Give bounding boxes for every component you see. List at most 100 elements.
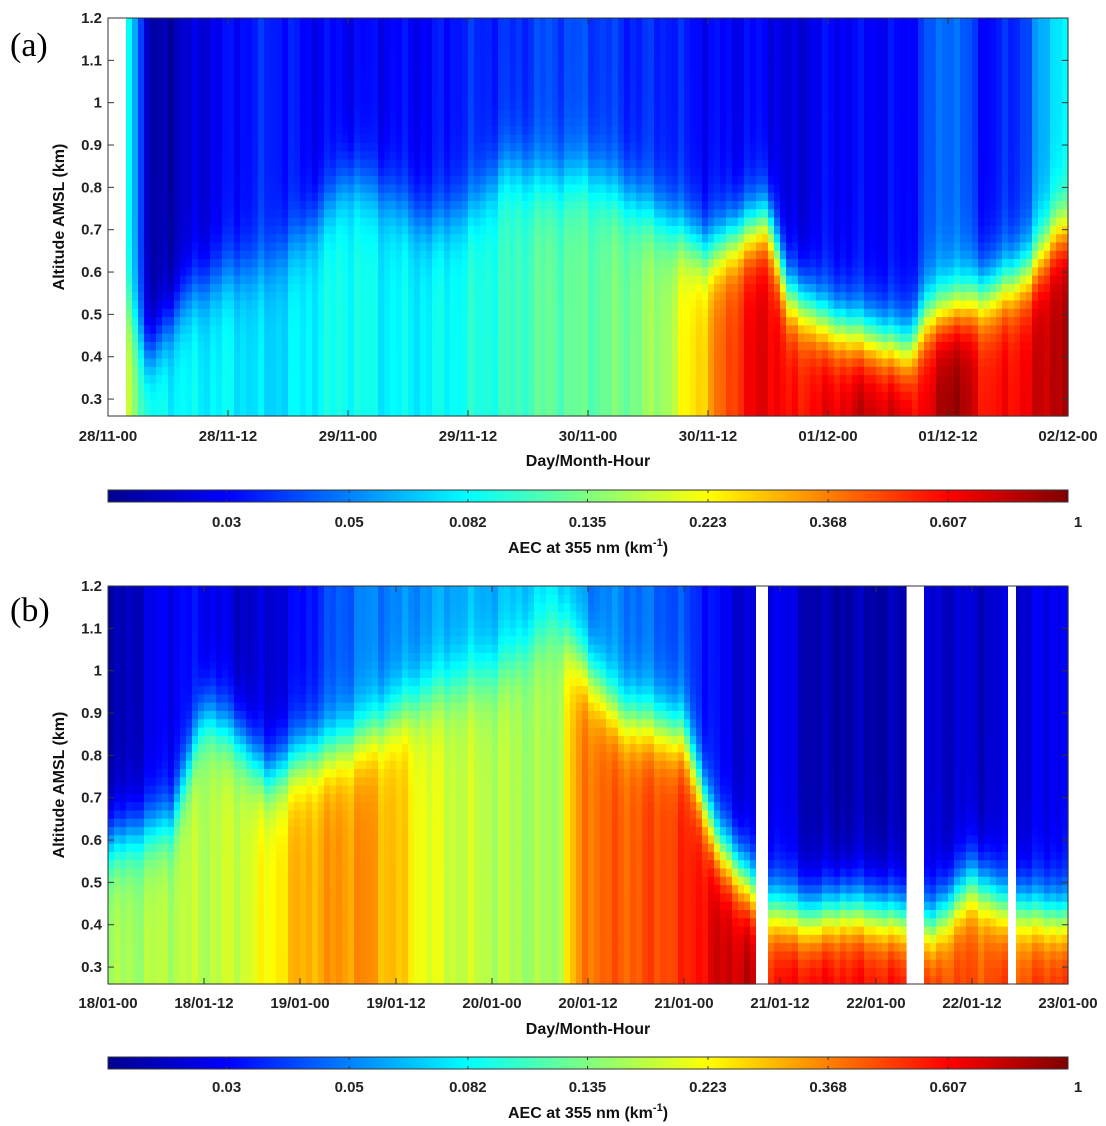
- heatmap-cell: [582, 67, 589, 77]
- heatmap-cell: [606, 200, 613, 210]
- heatmap-cell: [480, 407, 487, 417]
- heatmap-cell: [618, 175, 625, 185]
- heatmap-cell: [342, 316, 349, 326]
- heatmap-cell: [558, 357, 565, 367]
- heatmap-cell: [210, 26, 217, 36]
- heatmap-cell: [228, 167, 235, 177]
- heatmap-cell: [714, 76, 721, 85]
- heatmap-cell: [132, 117, 139, 127]
- heatmap-cell: [402, 299, 409, 309]
- heatmap-cell: [570, 324, 577, 334]
- heatmap-cell: [390, 217, 397, 226]
- heatmap-cell: [534, 299, 541, 309]
- heatmap-cell: [558, 84, 565, 94]
- heatmap-cell: [438, 125, 445, 135]
- heatmap-cell: [498, 366, 505, 376]
- heatmap-cell: [384, 183, 391, 193]
- heatmap-cell: [582, 324, 589, 334]
- heatmap-cell: [624, 158, 631, 168]
- heatmap-cell: [696, 258, 703, 268]
- heatmap-cell: [372, 167, 379, 177]
- heatmap-cell: [288, 250, 295, 260]
- heatmap-cell: [174, 275, 181, 284]
- heatmap-cell: [474, 374, 481, 384]
- heatmap-cell: [720, 225, 727, 235]
- heatmap-cell: [234, 100, 241, 110]
- heatmap-cell: [270, 158, 277, 168]
- heatmap-cell: [270, 42, 277, 52]
- heatmap-cell: [192, 241, 199, 251]
- heatmap-cell: [738, 76, 745, 85]
- heatmap-cell: [162, 84, 169, 94]
- heatmap-cell: [582, 51, 589, 61]
- heatmap-cell: [306, 142, 313, 152]
- heatmap-cell: [186, 59, 193, 69]
- heatmap-cell: [618, 382, 625, 392]
- heatmap-cell: [498, 349, 505, 359]
- heatmap-cell: [522, 233, 529, 243]
- heatmap-cell: [354, 233, 361, 243]
- heatmap-cell: [666, 217, 673, 226]
- heatmap-cell: [654, 258, 661, 268]
- heatmap-cell: [240, 208, 247, 218]
- heatmap-cell: [648, 399, 655, 409]
- heatmap-cell: [300, 324, 307, 334]
- heatmap-cell: [462, 134, 469, 143]
- heatmap-cell: [684, 382, 691, 392]
- heatmap-cell: [648, 84, 655, 94]
- heatmap-cell: [366, 382, 373, 392]
- heatmap-cell: [438, 283, 445, 293]
- heatmap-cell: [618, 275, 625, 284]
- heatmap-cell: [198, 26, 205, 36]
- heatmap-cell: [450, 283, 457, 293]
- heatmap-cell: [720, 208, 727, 218]
- heatmap-cell: [126, 308, 133, 318]
- heatmap-cell: [390, 200, 397, 210]
- heatmap-cell: [396, 158, 403, 168]
- heatmap-cell: [246, 208, 253, 218]
- heatmap-cell: [312, 299, 319, 309]
- heatmap-cell: [318, 59, 325, 69]
- heatmap-cell: [390, 208, 397, 218]
- heatmap-cell: [258, 250, 265, 260]
- heatmap-cell: [420, 341, 427, 351]
- heatmap-cell: [720, 192, 727, 202]
- heatmap-cell: [210, 208, 217, 218]
- heatmap-cell: [204, 316, 211, 326]
- heatmap-cell: [390, 374, 397, 384]
- heatmap-cell: [126, 316, 133, 326]
- heatmap-cell: [294, 341, 301, 351]
- heatmap-cell: [570, 399, 577, 409]
- heatmap-cell: [198, 407, 205, 417]
- heatmap-cell: [714, 192, 721, 202]
- heatmap-cell: [510, 258, 517, 268]
- heatmap-cell: [246, 291, 253, 301]
- heatmap-cell: [594, 308, 601, 318]
- heatmap-cell: [690, 200, 697, 210]
- heatmap-cell: [438, 399, 445, 409]
- heatmap-cell: [618, 225, 625, 235]
- heatmap-cell: [738, 266, 745, 276]
- heatmap-cell: [150, 374, 157, 384]
- heatmap-cell: [696, 407, 703, 417]
- heatmap-cell: [192, 84, 199, 94]
- heatmap-cell: [726, 399, 733, 409]
- heatmap-cell: [300, 349, 307, 359]
- heatmap-cell: [546, 109, 553, 119]
- heatmap-cell: [528, 399, 535, 409]
- heatmap-cell: [546, 349, 553, 359]
- heatmap-cell: [276, 200, 283, 210]
- heatmap-cell: [672, 258, 679, 268]
- heatmap-cell: [678, 26, 685, 36]
- heatmap-cell: [318, 125, 325, 135]
- heatmap-cell: [150, 349, 157, 359]
- heatmap-cell: [588, 26, 595, 36]
- heatmap-cell: [288, 341, 295, 351]
- heatmap-cell: [252, 283, 259, 293]
- heatmap-cell: [492, 324, 499, 334]
- heatmap-cell: [300, 275, 307, 284]
- heatmap-cell: [522, 134, 529, 143]
- heatmap-cell: [648, 117, 655, 127]
- heatmap-cell: [558, 258, 565, 268]
- heatmap-cell: [336, 92, 343, 102]
